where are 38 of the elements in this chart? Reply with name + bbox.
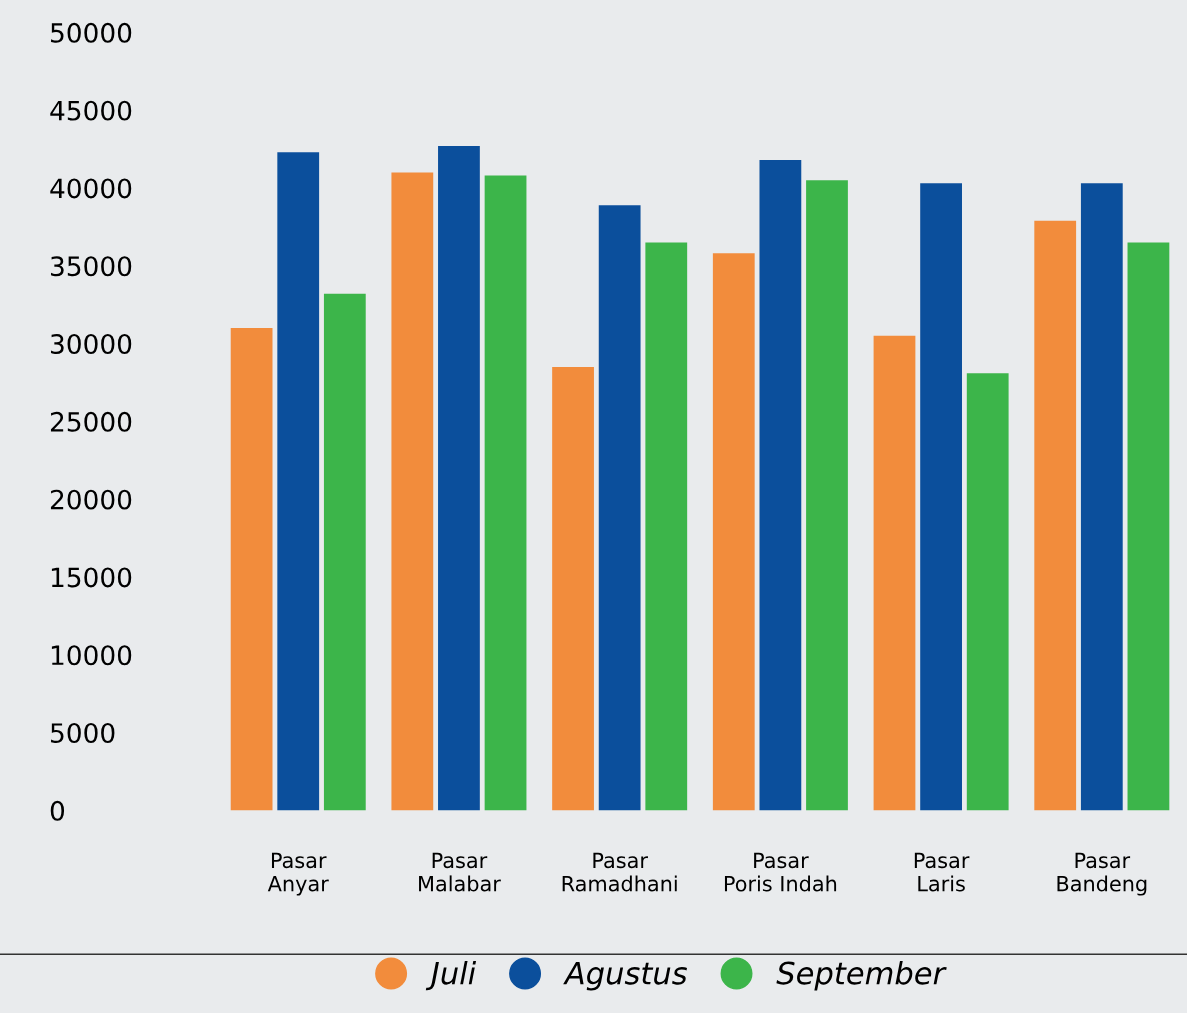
bar (391, 172, 434, 811)
y-tick-label: 25000 (50, 411, 132, 432)
bar (759, 160, 802, 811)
bar (873, 335, 916, 811)
bar (712, 253, 755, 811)
y-tick-label: 0 (50, 800, 65, 821)
legend-label: September (776, 960, 947, 991)
bar (1127, 242, 1170, 811)
bar (806, 180, 848, 811)
bar (966, 373, 1009, 811)
bar (323, 293, 366, 811)
y-tick-label: 45000 (50, 100, 132, 121)
y-tick-label: 5000 (51, 723, 115, 743)
y-tick-label: 10000 (51, 645, 132, 666)
bar (920, 183, 962, 811)
bar (552, 366, 594, 811)
bar (438, 146, 480, 811)
bar (277, 152, 320, 811)
bar (1034, 220, 1077, 811)
bar (484, 175, 527, 811)
bar (1080, 183, 1123, 811)
bar (598, 205, 641, 811)
y-tick-label: 35000 (51, 256, 132, 277)
y-tick-label: 30000 (51, 334, 132, 355)
bar (230, 328, 273, 811)
y-tick-label: 20000 (50, 489, 132, 510)
y-tick-label: 50000 (51, 22, 132, 43)
x-tick-label: Pasar Ramadhani (562, 852, 677, 892)
y-tick-label: 15000 (51, 567, 132, 588)
x-tick-label: Pasar Bandeng (1057, 852, 1147, 896)
bar (645, 242, 688, 811)
legend-label: Juli (425, 960, 477, 991)
x-tick-label: Pasar Poris Indah (724, 852, 837, 892)
x-tick-label: Pasar Malabar (419, 852, 501, 892)
legend-label: Agustus (563, 961, 687, 991)
x-tick-label: Pasar Anyar (267, 852, 329, 896)
y-tick-label: 40000 (50, 178, 132, 199)
x-tick-label: Pasar Laris (914, 852, 970, 892)
